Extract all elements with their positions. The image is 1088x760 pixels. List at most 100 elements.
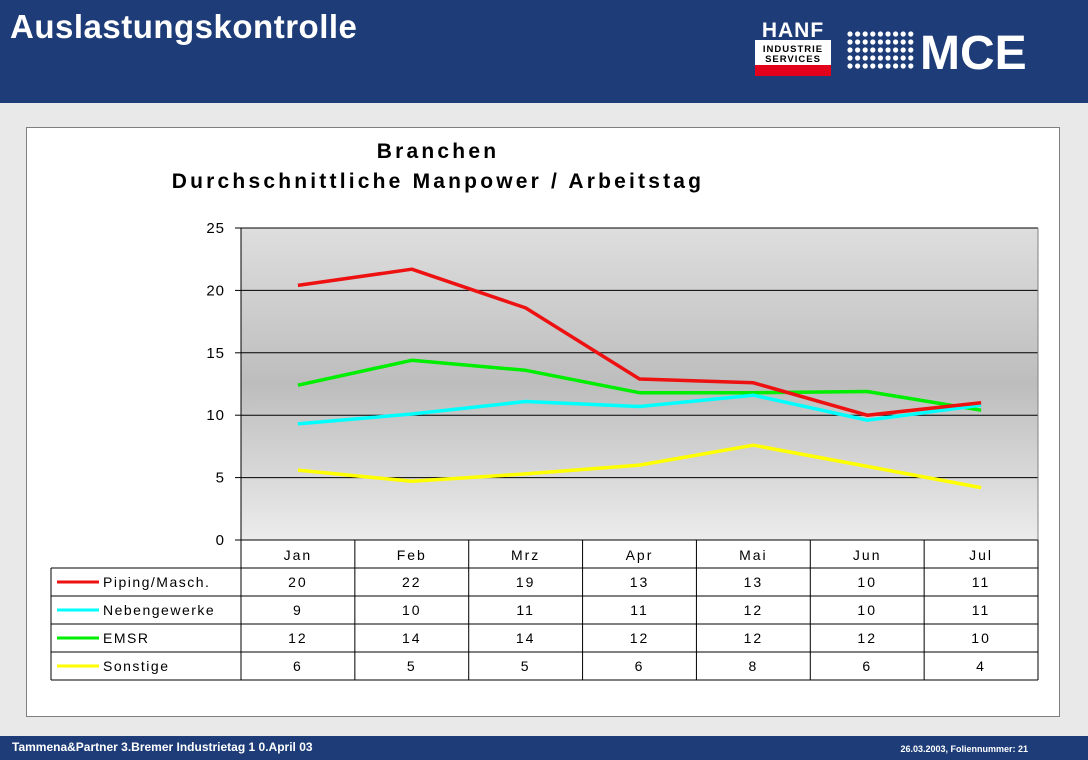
chart-subtitle: Durchschnittliche Manpower / Arbeitstag (172, 170, 704, 193)
y-tick-label: 0 (216, 532, 225, 549)
mce-logo-word: MCE (920, 28, 1027, 73)
table-cell: 11 (972, 602, 991, 618)
x-tick-label: Feb (397, 547, 427, 563)
mce-dot (862, 39, 868, 45)
hanf-logo-word: HANF (762, 19, 824, 42)
mce-dot (862, 47, 868, 53)
table-cell: 14 (402, 630, 422, 646)
y-tick-label: 5 (216, 470, 225, 487)
legend-label: Nebengewerke (103, 602, 215, 618)
mce-dot (885, 31, 891, 37)
mce-dot (877, 63, 883, 69)
x-tick-label: Jun (853, 547, 882, 563)
table-cell: 6 (862, 658, 872, 674)
x-tick-label: Mai (739, 547, 768, 563)
x-tick-label: Apr (626, 547, 654, 563)
mce-dot (870, 39, 876, 45)
mce-dot (870, 31, 876, 37)
line-chart: Branchen Durchschnittliche Manpower / Ar… (50, 140, 1039, 681)
table-cell: 12 (288, 630, 308, 646)
table-cell: 20 (288, 574, 308, 590)
mce-dot (908, 55, 914, 61)
plot-area (241, 228, 1038, 540)
mce-dot (900, 47, 906, 53)
mce-dot (908, 39, 914, 45)
mce-dot (855, 47, 861, 53)
x-tick-label: Jan (284, 547, 313, 563)
mce-dot (862, 55, 868, 61)
mce-dot (855, 55, 861, 61)
table-cell: 4 (976, 658, 986, 674)
mce-dot (893, 47, 899, 53)
legend-label: EMSR (103, 630, 149, 646)
mce-dot (847, 47, 853, 53)
table-cell: 8 (748, 658, 758, 674)
mce-dot (893, 63, 899, 69)
mce-dot (893, 39, 899, 45)
legend-label: Sonstige (103, 658, 169, 674)
mce-dot (847, 55, 853, 61)
footer-bar: Tammena&Partner 3.Bremer Industrietag 1 … (0, 736, 1088, 760)
slide-title: Auslastungskontrolle (10, 8, 358, 45)
mce-dot (908, 31, 914, 37)
mce-dot (862, 31, 868, 37)
footer-presentation-info: Tammena&Partner 3.Bremer Industrietag 1 … (12, 740, 313, 754)
mce-dot (900, 39, 906, 45)
table-cell: 10 (857, 602, 877, 618)
mce-dot (893, 55, 899, 61)
y-axis-ticks: 0 5 10 15 20 25 (206, 220, 225, 549)
mce-dot (877, 39, 883, 45)
mce-dot (870, 63, 876, 69)
mce-dot (885, 63, 891, 69)
mce-dot (855, 39, 861, 45)
mce-dot (900, 31, 906, 37)
table-cell: 6 (293, 658, 303, 674)
table-cell: 12 (744, 602, 764, 618)
mce-dot (877, 55, 883, 61)
table-cell: 10 (857, 574, 877, 590)
mce-dot (885, 39, 891, 45)
x-tick-label: Mrz (511, 547, 540, 563)
mce-dot (855, 31, 861, 37)
mce-logo: MCE (847, 28, 1027, 73)
mce-dot (862, 63, 868, 69)
table-cell: 11 (516, 602, 535, 618)
mce-dot (847, 31, 853, 37)
table-cell: 22 (402, 574, 422, 590)
data-table: Jan Feb Mrz Apr Mai Jun Jul Piping/Masch. 20 22 19… (50, 540, 1039, 681)
y-tick-label: 25 (206, 220, 225, 237)
table-cell: 6 (635, 658, 645, 674)
series-line (297, 393, 982, 426)
mce-dot (908, 63, 914, 69)
mce-dot (885, 55, 891, 61)
mce-dot (900, 55, 906, 61)
hanf-logo-line2: INDUSTRIE (763, 44, 823, 55)
chart-panel: Branchen Durchschnittliche Manpower / Ar… (26, 127, 1060, 717)
mce-dot (870, 55, 876, 61)
footer-slide-number: 26.03.2003, Foliennummer: 21 (900, 744, 1028, 754)
table-cell: 10 (402, 602, 422, 618)
mce-dot (847, 63, 853, 69)
hanf-industrie-services-logo: HANF INDUSTRIE SERVICES (755, 18, 831, 76)
y-tick-label: 10 (206, 407, 225, 424)
table-cell: 5 (521, 658, 531, 674)
table-cell: 12 (630, 630, 650, 646)
mce-dot (877, 31, 883, 37)
mce-dot (908, 47, 914, 53)
table-cell: 11 (972, 574, 991, 590)
table-cell: 12 (857, 630, 877, 646)
y-tick-label: 20 (206, 282, 225, 299)
header-bar: Auslastungskontrolle HANF INDUSTRIE SERV… (0, 0, 1088, 103)
table-cell: 10 (971, 630, 991, 646)
table-cell: 14 (516, 630, 536, 646)
x-tick-label: Jul (969, 547, 993, 563)
legend-label: Piping/Masch. (103, 574, 210, 590)
mce-dot-grid (847, 31, 914, 69)
series-line (297, 267, 982, 417)
series-line (297, 443, 982, 490)
mce-dot (885, 47, 891, 53)
y-tick-label: 15 (206, 345, 225, 362)
series-lines (297, 267, 982, 490)
mce-dot (900, 63, 906, 69)
chart-title: Branchen (377, 140, 499, 163)
